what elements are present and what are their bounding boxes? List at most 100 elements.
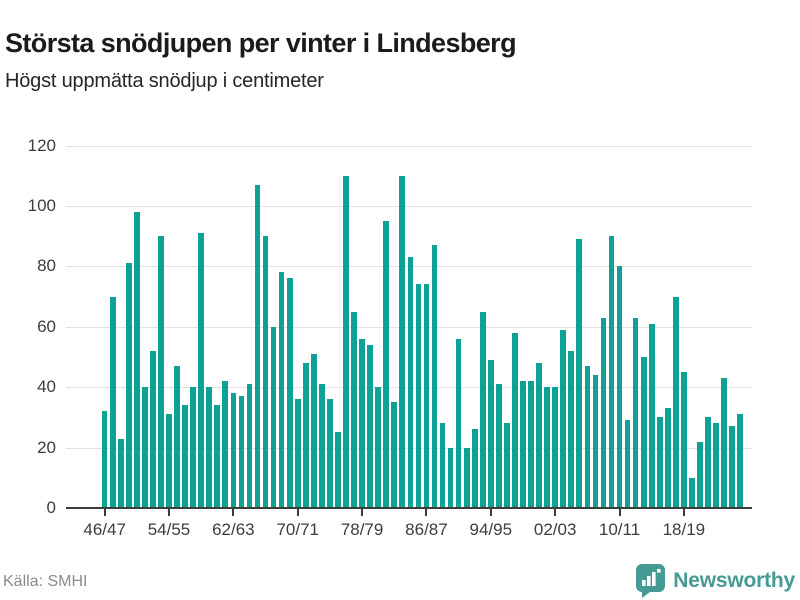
y-axis-tick-label: 20 xyxy=(37,437,56,457)
bar xyxy=(359,338,365,508)
x-axis-line xyxy=(66,507,752,509)
bar xyxy=(230,393,237,508)
x-axis-tick xyxy=(489,509,492,516)
bar xyxy=(528,381,534,508)
bar xyxy=(302,363,309,508)
bar xyxy=(294,399,301,508)
bar xyxy=(713,423,719,508)
bar xyxy=(391,402,398,508)
x-axis-tick-label: 18/19 xyxy=(662,520,706,539)
bar xyxy=(504,423,510,508)
newsworthy-logo[interactable]: Newsworthy xyxy=(636,564,795,598)
x-axis-tick xyxy=(618,509,621,516)
x-axis-tick-label: 70/71 xyxy=(276,520,319,539)
gridline xyxy=(66,205,752,207)
bar xyxy=(584,366,591,508)
bar xyxy=(439,423,446,508)
bar xyxy=(190,387,196,508)
bar xyxy=(737,414,744,508)
bar xyxy=(375,387,382,508)
bar xyxy=(278,272,285,508)
bar xyxy=(447,447,454,508)
newsworthy-icon xyxy=(636,564,666,598)
bar xyxy=(214,405,221,508)
bar xyxy=(560,329,567,508)
bar xyxy=(616,266,623,508)
bar xyxy=(536,363,542,508)
bar xyxy=(705,417,711,508)
chart-subtitle: Högst uppmätta snödjup i centimeter xyxy=(5,70,324,92)
source-label: Källa: SMHI xyxy=(3,573,88,590)
bar xyxy=(568,350,575,508)
y-axis-tick-label: 0 xyxy=(46,498,56,517)
bar xyxy=(592,375,599,508)
bar xyxy=(431,245,438,508)
x-axis-tick xyxy=(682,509,685,516)
bar xyxy=(632,317,639,508)
bar xyxy=(262,236,269,508)
bar xyxy=(729,426,735,508)
x-axis-tick-label: 54/55 xyxy=(147,520,191,539)
bar xyxy=(109,296,116,508)
bar xyxy=(310,353,317,508)
bar xyxy=(512,332,518,508)
bar xyxy=(689,477,695,508)
y-axis-tick-label: 120 xyxy=(27,135,56,155)
bar xyxy=(335,432,341,508)
bar xyxy=(343,175,349,508)
y-axis-tick-label: 60 xyxy=(37,316,56,336)
bar xyxy=(133,211,140,508)
bar xyxy=(101,411,108,508)
x-axis-tick xyxy=(425,509,428,516)
bar xyxy=(158,236,164,508)
bar xyxy=(487,359,494,508)
bar xyxy=(721,378,727,508)
bar xyxy=(672,296,679,508)
bar xyxy=(552,387,558,508)
bar xyxy=(319,384,325,508)
x-axis-tick-label: 10/11 xyxy=(598,520,641,539)
bar xyxy=(206,387,213,508)
bar xyxy=(455,338,462,508)
bar xyxy=(496,384,502,508)
y-axis-tick-label: 40 xyxy=(37,377,56,397)
bar xyxy=(624,420,631,508)
x-axis-tick xyxy=(232,509,235,516)
bar xyxy=(463,447,470,508)
bar xyxy=(640,356,647,508)
x-axis-tick xyxy=(554,509,557,516)
bar xyxy=(286,278,293,508)
x-axis-tick-label: 02/03 xyxy=(533,520,577,539)
bar xyxy=(423,284,430,508)
x-axis-tick xyxy=(296,509,299,516)
bar xyxy=(125,263,132,508)
bar xyxy=(415,284,422,508)
x-axis-tick xyxy=(103,509,106,516)
x-axis-tick-label: 78/79 xyxy=(340,520,384,539)
x-axis-tick xyxy=(361,509,364,516)
bar xyxy=(327,399,333,508)
bar xyxy=(681,372,687,508)
bar xyxy=(407,257,414,508)
x-axis-tick xyxy=(168,509,170,516)
bar xyxy=(399,175,406,508)
bar xyxy=(479,311,486,508)
bar xyxy=(520,381,526,508)
bar xyxy=(664,408,671,508)
bar xyxy=(174,366,180,508)
y-axis-tick-label: 100 xyxy=(27,195,56,215)
bar xyxy=(222,381,229,508)
bar xyxy=(383,221,390,508)
bar xyxy=(166,414,172,508)
x-axis-tick-label: 62/63 xyxy=(212,520,255,539)
bar xyxy=(608,236,615,508)
bar xyxy=(351,311,357,508)
newsworthy-wordmark: Newsworthy xyxy=(673,569,795,592)
bar xyxy=(150,350,156,508)
bar xyxy=(576,239,583,508)
bar xyxy=(246,384,253,508)
x-axis-tick-label: 46/47 xyxy=(83,520,126,539)
page-title: Största snödjupen per vinter i Lindesber… xyxy=(5,28,517,59)
